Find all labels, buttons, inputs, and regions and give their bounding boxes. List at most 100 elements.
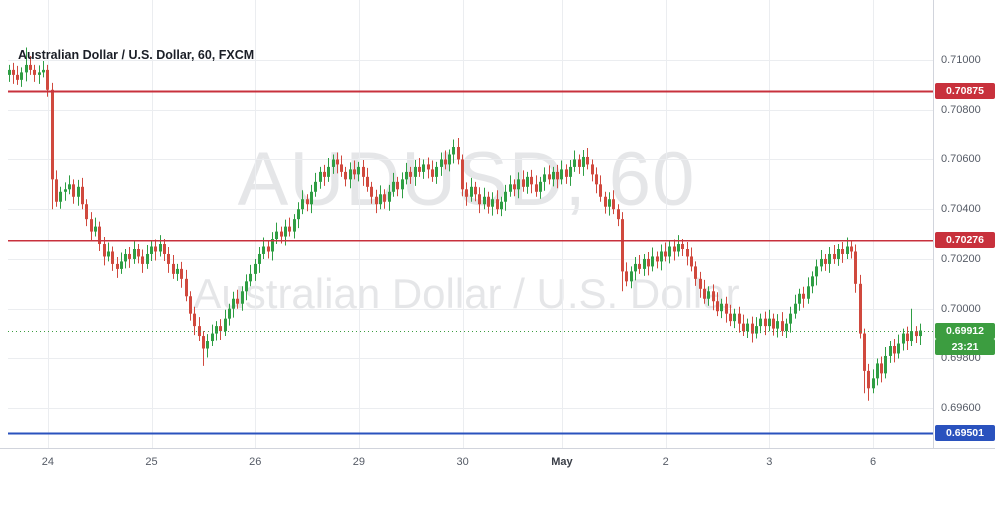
candle-body xyxy=(68,184,71,190)
candle-body xyxy=(738,313,741,324)
candle-body xyxy=(370,186,373,197)
candle-body xyxy=(552,171,555,180)
candle-body xyxy=(8,69,11,75)
candle-body xyxy=(651,256,654,267)
candle-body xyxy=(785,323,788,332)
candle-body xyxy=(340,164,343,172)
candle-body xyxy=(284,226,287,237)
candle-body xyxy=(846,246,849,254)
candle-body xyxy=(733,313,736,322)
candle-body xyxy=(249,273,252,282)
candle-body xyxy=(824,258,827,264)
candle-body xyxy=(863,333,866,371)
candle-body xyxy=(543,174,546,182)
candle-body xyxy=(314,181,317,192)
candle-body xyxy=(703,288,706,299)
candle-body xyxy=(297,209,300,220)
candle-body xyxy=(98,226,101,245)
candle-body xyxy=(124,253,127,262)
price-axis[interactable]: 0.71000 0.70800 0.70600 0.70400 0.70200 0.700… xyxy=(933,0,995,448)
candle-body xyxy=(876,363,879,379)
candle-body xyxy=(275,231,278,240)
candle-body xyxy=(910,331,913,342)
candle-body xyxy=(560,169,563,180)
candle-body xyxy=(807,286,810,299)
candle-body xyxy=(262,246,265,254)
candle-body xyxy=(660,251,663,262)
price-tick-label: 0.70800 xyxy=(941,103,981,116)
time-tick-label: 24 xyxy=(41,456,54,468)
candle-body xyxy=(366,176,369,187)
candle-body xyxy=(319,171,322,182)
candle-body xyxy=(20,72,23,80)
candle-body xyxy=(608,199,611,207)
candle-body xyxy=(72,184,75,197)
candle-body xyxy=(755,326,758,334)
candle-body xyxy=(781,321,784,332)
candle-body xyxy=(522,179,525,187)
candle-body xyxy=(483,196,486,205)
candle-body xyxy=(850,246,853,252)
candle-body xyxy=(154,246,157,252)
candle-body xyxy=(893,346,896,354)
symbol-legend[interactable]: Australian Dollar / U.S. Dollar, 60, FXC… xyxy=(18,48,255,62)
candle-body xyxy=(107,251,110,257)
candle-body xyxy=(232,298,235,309)
candle-body xyxy=(725,303,728,314)
candle-body xyxy=(599,184,602,197)
countdown-badge: 23:21 xyxy=(935,338,995,355)
candle-body xyxy=(94,226,97,232)
support-line-badge: 0.69501 xyxy=(935,424,995,441)
candle-body xyxy=(241,291,244,304)
candle-body xyxy=(301,199,304,210)
candle-body xyxy=(751,323,754,334)
candle-body xyxy=(379,194,382,205)
candle-body xyxy=(55,179,58,202)
candle-body xyxy=(841,248,844,254)
candle-body xyxy=(172,263,175,274)
candle-body xyxy=(349,169,352,180)
candle-body xyxy=(681,244,684,249)
candle-body xyxy=(133,248,136,259)
candle-body xyxy=(889,346,892,356)
time-axis[interactable]: 24 25 26 29 30 May 2 3 6 xyxy=(0,448,995,507)
candle-body xyxy=(833,253,836,259)
candle-body xyxy=(51,89,54,180)
candle-body xyxy=(716,301,719,312)
candle-body xyxy=(591,164,594,175)
candle-body xyxy=(604,196,607,207)
candle-body xyxy=(802,293,805,299)
candle-body xyxy=(344,171,347,180)
candle-body xyxy=(310,191,313,205)
candle-body xyxy=(362,166,365,177)
candle-body xyxy=(357,166,360,175)
price-tick-label: 0.70000 xyxy=(941,302,981,315)
candle-body xyxy=(236,298,239,304)
candle-body xyxy=(595,174,598,185)
candle-body xyxy=(401,179,404,190)
candle-body xyxy=(656,256,659,262)
candle-body xyxy=(500,201,503,210)
candle-body xyxy=(586,156,589,165)
candle-body xyxy=(617,209,620,220)
candle-body xyxy=(33,69,36,75)
last-price-line-badge: 0.69912 xyxy=(935,322,995,339)
candle-body xyxy=(461,159,464,190)
candle-body xyxy=(327,166,330,177)
price-tick-label: 0.71000 xyxy=(941,53,981,66)
candle-body xyxy=(431,169,434,177)
candle-body xyxy=(526,176,529,187)
candle-body xyxy=(219,326,222,332)
candle-body xyxy=(193,313,196,327)
candle-body xyxy=(643,258,646,269)
candle-body xyxy=(16,74,19,80)
resistance-line-badge: 0.70875 xyxy=(935,83,995,100)
candle-body xyxy=(280,231,283,237)
candle-body xyxy=(141,256,144,264)
candle-body xyxy=(625,271,628,282)
candle-body xyxy=(759,318,762,327)
candle-body xyxy=(470,186,473,197)
candle-body xyxy=(176,268,179,274)
candle-body xyxy=(535,184,538,192)
